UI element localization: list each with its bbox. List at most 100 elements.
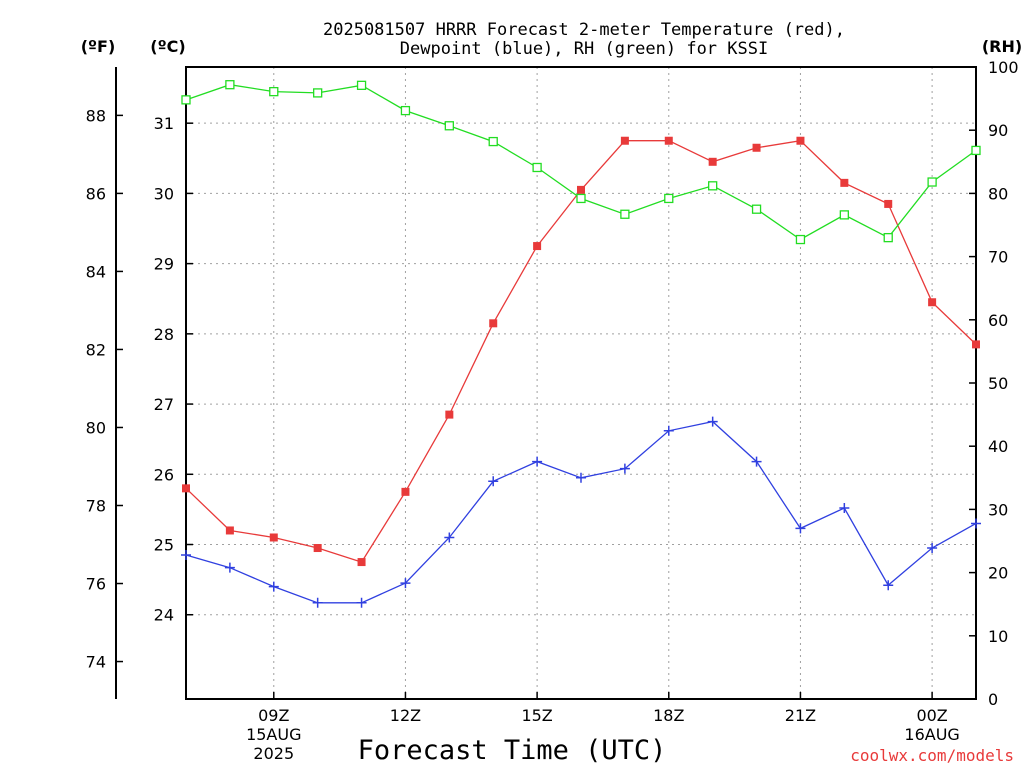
temperature-point bbox=[752, 143, 761, 152]
rh-point bbox=[883, 232, 893, 243]
temperature-point bbox=[620, 136, 629, 145]
axis-unit-labels: (ºF) (ºC) (RH) bbox=[81, 37, 1022, 56]
rh-point bbox=[488, 136, 498, 147]
dewpoint-point bbox=[707, 416, 718, 427]
rh-point bbox=[971, 145, 981, 156]
gridlines bbox=[186, 67, 976, 699]
plot-frame bbox=[185, 66, 977, 700]
celsius-tick-label: 27 bbox=[154, 395, 174, 414]
dewpoint-point bbox=[268, 581, 279, 592]
fahrenheit-tick-label: 86 bbox=[86, 184, 106, 203]
rh-tick-label: 40 bbox=[988, 437, 1008, 456]
fahrenheit-tick-label: 88 bbox=[86, 106, 106, 125]
rh-point bbox=[181, 95, 191, 105]
rh-tick-label: 90 bbox=[988, 121, 1008, 140]
dewpoint-point bbox=[312, 597, 323, 608]
dewpoint-point bbox=[400, 578, 411, 589]
rh-tick-label: 80 bbox=[988, 184, 1008, 203]
dewpoint-point bbox=[751, 456, 762, 467]
dewpoint-point bbox=[576, 472, 586, 483]
temperature-point bbox=[972, 340, 980, 349]
dewpoint-point bbox=[532, 456, 543, 467]
fahrenheit-tick-label: 84 bbox=[86, 262, 106, 281]
chart-title: 2025081507 HRRR Forecast 2-meter Tempera… bbox=[323, 20, 845, 59]
temperature-point bbox=[182, 484, 190, 493]
temperature-point bbox=[489, 319, 498, 328]
fahrenheit-tick-label: 78 bbox=[86, 496, 106, 515]
dewpoint-point bbox=[795, 523, 806, 534]
dewpoint-point bbox=[883, 580, 894, 591]
temperature-point bbox=[445, 410, 454, 419]
fahrenheit-unit-label: (ºF) bbox=[81, 37, 116, 56]
x-tick-label: 18Z bbox=[653, 706, 684, 725]
dewpoint-point bbox=[488, 476, 499, 487]
x-tick-label: 00Z bbox=[916, 706, 947, 725]
dewpoint-series bbox=[181, 416, 981, 608]
dewpoint-line bbox=[185, 420, 977, 604]
celsius-tick-label: 30 bbox=[154, 184, 174, 203]
dewpoint-point bbox=[663, 425, 674, 436]
credit-text: coolwx.com/models bbox=[850, 746, 1014, 765]
rh-point bbox=[532, 162, 542, 173]
temperature-point bbox=[313, 544, 322, 553]
x-tick-label: 15Z bbox=[521, 706, 552, 725]
chart-title-line: Dewpoint (blue), RH (green) for KSSI bbox=[400, 39, 768, 59]
rh-point bbox=[356, 80, 367, 90]
temperature-line bbox=[185, 140, 977, 563]
rh-point bbox=[620, 209, 630, 219]
x-axis-label: Forecast Time (UTC) bbox=[358, 735, 667, 766]
rh-point bbox=[751, 204, 762, 214]
rh-point bbox=[576, 193, 586, 204]
rh-tick-label: 70 bbox=[988, 248, 1008, 267]
x-tick-label: 12Z bbox=[390, 706, 421, 725]
x-tick-label: 21Z bbox=[785, 706, 816, 725]
rh-point bbox=[795, 234, 806, 245]
data-series bbox=[181, 80, 981, 608]
rh-line bbox=[185, 84, 977, 241]
rh-point bbox=[708, 181, 718, 191]
rh-point bbox=[225, 80, 235, 90]
fahrenheit-tick-label: 76 bbox=[86, 575, 106, 594]
rh-point bbox=[444, 121, 454, 131]
temperature-point bbox=[928, 298, 937, 307]
rh-tick-label: 60 bbox=[988, 311, 1008, 330]
fahrenheit-tick-label: 82 bbox=[86, 340, 106, 359]
dewpoint-point bbox=[927, 543, 938, 554]
temperature-point bbox=[269, 533, 278, 542]
rh-point bbox=[664, 193, 674, 204]
dewpoint-point bbox=[224, 562, 235, 573]
fahrenheit-tick-label: 80 bbox=[86, 418, 106, 437]
dewpoint-point bbox=[839, 502, 850, 513]
rh-series bbox=[181, 80, 981, 245]
dewpoint-point bbox=[356, 597, 367, 608]
rh-tick-label: 10 bbox=[988, 627, 1008, 646]
axes: 24 25 26 27 28 29 30 31 74 76 78 80 82 84 86 88 0 10 20 30 4… bbox=[86, 58, 1019, 709]
temperature-point bbox=[357, 558, 366, 567]
temperature-point bbox=[664, 136, 673, 145]
temperature-point bbox=[796, 136, 805, 145]
rh-tick-label: 30 bbox=[988, 500, 1008, 519]
rh-unit-label: (RH) bbox=[982, 37, 1022, 56]
celsius-tick-label: 26 bbox=[154, 465, 174, 484]
dewpoint-point bbox=[181, 550, 191, 561]
rh-point bbox=[839, 210, 849, 220]
rh-tick-label: 20 bbox=[988, 564, 1008, 583]
rh-point bbox=[313, 88, 323, 98]
celsius-tick-label: 31 bbox=[154, 114, 174, 133]
celsius-tick-label: 28 bbox=[154, 325, 174, 344]
rh-point bbox=[269, 86, 279, 97]
rh-tick-label: 50 bbox=[988, 374, 1008, 393]
x-tick-label: 16AUG bbox=[904, 725, 959, 744]
dewpoint-point bbox=[619, 463, 630, 474]
rh-tick-label: 0 bbox=[988, 690, 998, 709]
dewpoint-point bbox=[971, 518, 981, 529]
temperature-point bbox=[401, 487, 410, 496]
celsius-tick-label: 24 bbox=[154, 606, 174, 625]
x-tick-label: 09Z bbox=[258, 706, 289, 725]
temperature-point bbox=[840, 178, 849, 187]
temperature-series bbox=[182, 136, 980, 567]
temperature-point bbox=[533, 242, 542, 251]
celsius-tick-label: 29 bbox=[154, 255, 174, 274]
